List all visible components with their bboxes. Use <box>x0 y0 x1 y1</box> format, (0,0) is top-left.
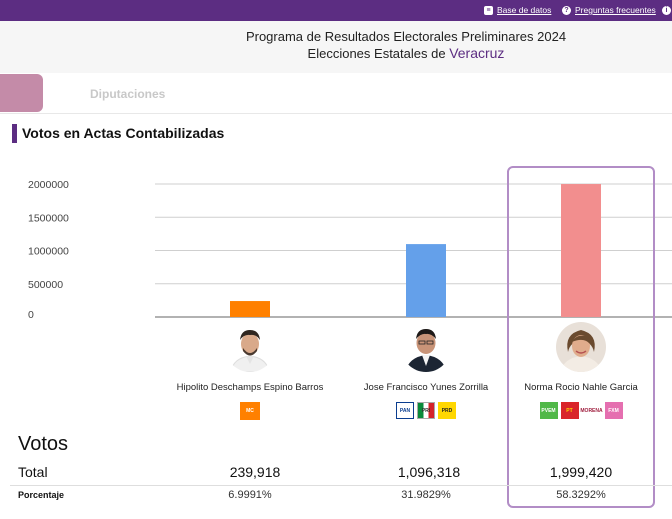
candidate-name: Norma Rocio Nahle Garcia <box>524 382 638 393</box>
section-title: Votos en Actas Contabilizadas <box>22 125 225 141</box>
candidate-photo <box>225 322 275 372</box>
candidate-photo <box>556 322 606 372</box>
info-circle-icon: i <box>662 5 671 15</box>
y-tick-label: 2000000 <box>28 179 69 191</box>
percentage-label: Porcentaje <box>18 490 65 500</box>
morena-party-icon: MORENA <box>580 402 603 419</box>
database-link[interactable]: ≡ Base de datos <box>484 3 551 17</box>
tab-diputaciones[interactable]: Diputaciones <box>90 87 166 101</box>
y-tick-label: 500000 <box>28 279 63 291</box>
question-circle-icon: ? <box>562 5 571 15</box>
percentage-value: 31.9829% <box>401 489 451 501</box>
fxm-party-icon: FXM <box>604 402 623 419</box>
percentage-value: 58.3292% <box>556 489 606 501</box>
votes-heading: Votos <box>18 433 69 455</box>
candidate-card: Norma Rocio Nahle Garcia PVEM PT MORENA … <box>486 322 672 419</box>
candidate-card: Jose Francisco Yunes Zorrilla PAN PRI PR… <box>331 322 521 419</box>
top-bar: ≡ Base de datos ? Preguntas frecuentes i <box>0 0 672 21</box>
party-logos: PVEM PT MORENA FXM <box>486 402 672 419</box>
pri-party-icon: PRI <box>417 402 435 419</box>
prd-party-icon: PRD <box>438 402 456 419</box>
tab-row: Diputaciones <box>0 73 672 114</box>
state-name: Veracruz <box>449 45 505 61</box>
section-accent-bar <box>12 124 17 143</box>
y-tick-label: 1000000 <box>28 246 69 258</box>
tab-active[interactable] <box>0 74 43 112</box>
total-value: 1,096,318 <box>397 464 461 480</box>
bar[interactable] <box>230 301 270 317</box>
bar[interactable] <box>561 184 601 317</box>
pan-party-icon: PAN <box>396 402 414 419</box>
total-label: Total <box>18 464 48 480</box>
total-value: 239,918 <box>229 464 281 480</box>
faq-link[interactable]: ? Preguntas frecuentes <box>562 3 656 17</box>
pt-party-icon: PT <box>560 402 579 419</box>
party-logos: MC <box>155 402 345 420</box>
votes-bar-chart: 2000000 1500000 1000000 500000 0 <box>28 179 672 321</box>
y-tick-label: 1500000 <box>28 212 69 224</box>
row-divider <box>10 485 672 486</box>
total-value: 1,999,420 <box>549 464 613 480</box>
pvem-party-icon: PVEM <box>539 402 558 419</box>
page-subtitle: Elecciones Estatales de Veracruz <box>307 45 505 61</box>
page-header: Programa de Resultados Electorales Preli… <box>0 21 672 73</box>
mc-party-icon: MC <box>240 402 260 420</box>
y-tick-label: 0 <box>28 309 34 321</box>
party-logos: PAN PRI PRD <box>331 402 521 419</box>
candidate-card: Hipolito Deschamps Espino Barros MC <box>155 322 345 420</box>
bar[interactable] <box>406 244 446 317</box>
candidate-name: Hipolito Deschamps Espino Barros <box>176 382 324 393</box>
candidate-photo <box>401 322 451 372</box>
page-title: Programa de Resultados Electorales Preli… <box>245 29 567 44</box>
candidate-name: Jose Francisco Yunes Zorrilla <box>363 382 489 393</box>
more-link[interactable]: i <box>662 3 671 17</box>
database-icon: ≡ <box>484 5 493 15</box>
percentage-value: 6.9991% <box>228 489 272 501</box>
